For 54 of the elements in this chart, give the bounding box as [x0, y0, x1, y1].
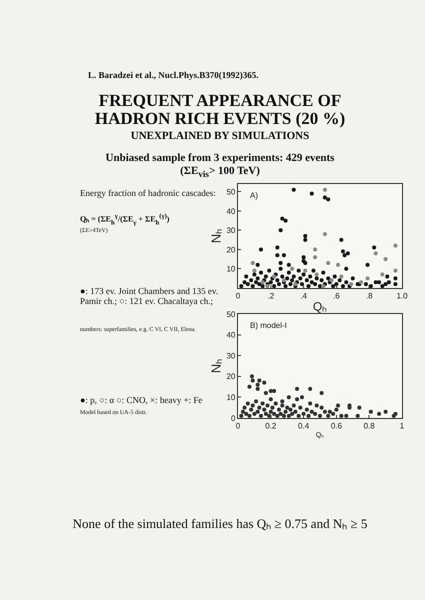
y-tick-label: 50 — [226, 188, 236, 196]
y-tick-label: 10 — [226, 264, 236, 274]
x-axis-title: Qₕ — [312, 300, 328, 314]
point — [322, 188, 327, 192]
y-tick-label: 20 — [226, 372, 236, 382]
chart-subtitle: UNEXPLAINED BY SIMULATIONS — [130, 130, 310, 142]
x-tick-label: 0.8 — [364, 422, 376, 431]
y-tick-label: 30 — [226, 226, 236, 236]
y-tick-label: 40 — [226, 206, 236, 216]
y-tick-label: 50 — [226, 310, 236, 319]
text: (ΣE$_{vis}$> 100 TeV) — [179, 165, 261, 180]
annotation: A) — [250, 191, 258, 200]
text: Unbiased sample from 3 experiments: 429 events — [104, 152, 336, 164]
point — [326, 260, 330, 265]
y-tick-label: 0 — [230, 414, 236, 423]
text: Energy fraction of hadronic cascades: — [80, 188, 217, 198]
y-tick-label: 40 — [226, 330, 236, 340]
text: ●: 173 ev. Joint Chambers and 135 ev. Pamir ch.; ○: 121 ev. Chacaltaya ch.; — [80, 286, 219, 306]
point — [374, 251, 378, 256]
point — [336, 262, 340, 267]
point — [339, 274, 344, 278]
point — [252, 268, 256, 273]
point — [322, 232, 327, 236]
point — [393, 268, 398, 273]
text: L. Baradzei et al., Nucl.Phys.B370(1992)365. — [88, 70, 258, 80]
x-tick-label: 1 — [400, 422, 405, 431]
point — [313, 247, 318, 252]
y-tick-label: 10 — [226, 393, 236, 402]
x-tick-label: 0.2 — [265, 422, 277, 431]
point — [393, 244, 398, 248]
point — [303, 268, 308, 273]
point — [313, 255, 318, 260]
x-tick-label: 0.4 — [298, 422, 310, 431]
text: None of the simulated families has Qₕ ≥ 0.75 and Nₕ ≥ 5 — [72, 516, 368, 531]
y-tick-label: 30 — [226, 351, 236, 360]
annotation: B) model-I — [250, 321, 287, 330]
y-axis-title: Nₕ — [208, 228, 224, 244]
chart-title: FREQUENT APPEARANCE OF HADRON RICH EVENTS (20 %) — [94, 91, 346, 128]
point — [290, 266, 294, 271]
x-tick-label: .6 — [333, 292, 340, 301]
x-tick-label: .4 — [300, 292, 308, 301]
point — [380, 272, 384, 277]
point — [384, 257, 388, 262]
point — [366, 276, 370, 280]
y-axis-title: Nₕ — [208, 358, 224, 374]
text: Qₕ = (ΣE$_{h}$$^{γ}$/(ΣE$_{γ}$ + ΣE$_{h}$$^{(γ)}$) — [80, 213, 170, 226]
x-tick-label: .2 — [267, 292, 275, 301]
x-tick-label: 1.0 — [396, 292, 408, 301]
y-tick-label: 20 — [226, 245, 236, 254]
x-tick-label: .8 — [366, 292, 374, 301]
point — [314, 272, 319, 277]
text: ●: p, ○: α ○: CNO, ×: heavy +: Fe — [80, 395, 204, 405]
point — [250, 260, 255, 265]
x-tick-label: 0.6 — [330, 422, 343, 431]
